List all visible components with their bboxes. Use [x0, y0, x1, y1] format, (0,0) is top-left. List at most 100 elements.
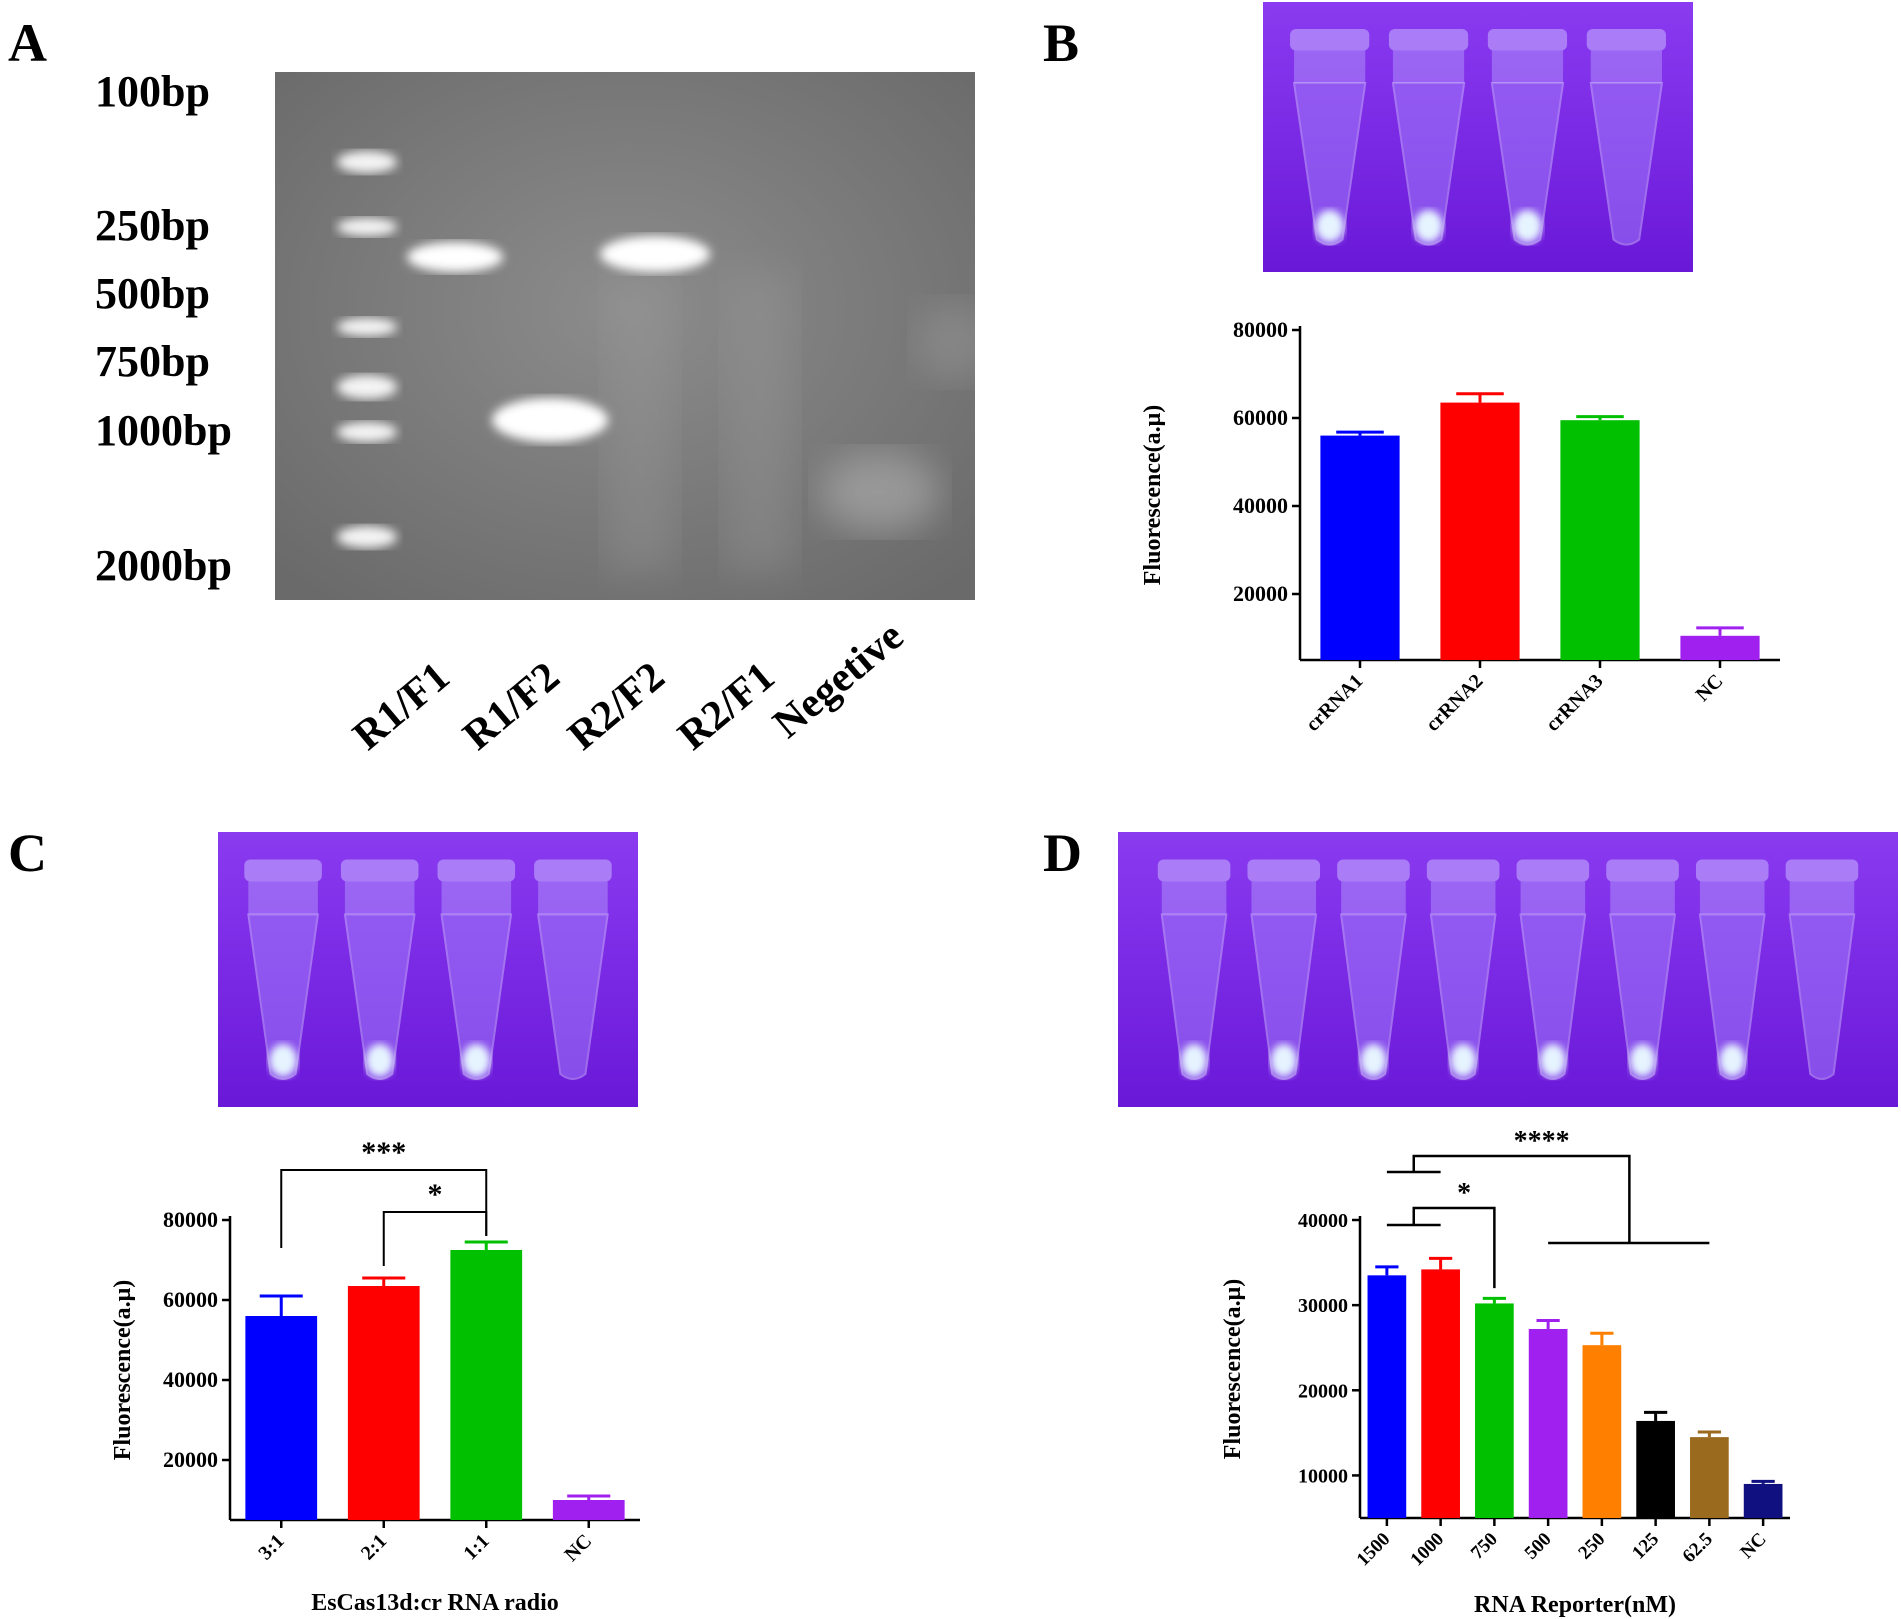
significance-label: ****: [1514, 1130, 1570, 1157]
uv-tubes-photo-c: [218, 832, 638, 1107]
significance-bracket: [1386, 1206, 1496, 1289]
sample-band: [600, 236, 710, 272]
bar: [1582, 1345, 1622, 1518]
ladder-band: [337, 218, 397, 236]
x-tick-label: 3:1: [254, 1530, 288, 1564]
y-tick-label: 10000: [1298, 1465, 1348, 1487]
x-tick-label: crRNA2: [1422, 670, 1488, 736]
y-tick-label: 80000: [163, 1207, 218, 1232]
tube: [437, 859, 516, 1080]
x-tick-label: 1:1: [459, 1530, 493, 1564]
lane-label: R1/F1: [344, 653, 459, 760]
sample-band: [492, 398, 608, 442]
uv-tubes-photo-b: [1263, 2, 1693, 272]
uv-tubes-photo-d: [1118, 832, 1898, 1107]
tube: [1586, 29, 1666, 246]
ladder-label: 250bp: [95, 201, 210, 250]
ladder-band: [337, 318, 397, 336]
x-axis-label: EsCas13d:cr RNA radio: [311, 1590, 559, 1616]
tube: [1695, 859, 1769, 1080]
lane-label: Negetive: [764, 613, 913, 748]
x-tick-label: 62.5: [1679, 1529, 1717, 1567]
bar: [1421, 1269, 1460, 1518]
bar: [1636, 1420, 1675, 1518]
x-tick-label: 750: [1467, 1529, 1502, 1564]
tube: [1606, 859, 1679, 1080]
tube: [1516, 859, 1590, 1080]
y-tick-label: 30000: [1298, 1295, 1348, 1317]
y-tick-label: 80000: [1233, 317, 1288, 342]
significance-label: *: [428, 1178, 443, 1211]
tube: [1290, 29, 1370, 246]
bar: [1743, 1483, 1783, 1518]
ladder-label: 100bp: [95, 67, 210, 116]
bar: [347, 1286, 420, 1520]
y-tick-label: 60000: [163, 1287, 218, 1312]
lane-label: R2/F2: [559, 653, 674, 760]
significance-bracket: [1386, 1154, 1710, 1245]
tube: [534, 859, 612, 1080]
x-tick-label: 2:1: [357, 1530, 391, 1564]
x-tick-label: 500: [1521, 1529, 1556, 1564]
significance-bracket: [280, 1169, 488, 1248]
x-tick-label: 250: [1574, 1529, 1609, 1564]
panel-label-a: A: [8, 13, 47, 73]
ladder-label: 2000bp: [95, 541, 232, 590]
ladder-band: [337, 375, 397, 399]
bar: [1690, 1437, 1729, 1518]
lane-label: R1/F2: [454, 653, 569, 760]
y-tick-label: 40000: [163, 1367, 218, 1392]
y-axis-label: Fluorescence(a.μ): [1140, 405, 1166, 585]
bar: [1528, 1328, 1568, 1518]
x-tick-label: 1500: [1353, 1529, 1395, 1571]
x-tick-label: NC: [560, 1530, 596, 1566]
x-tick-label: 1000: [1406, 1529, 1448, 1571]
panel-label-d: D: [1043, 823, 1082, 883]
x-tick-label: NC: [1692, 670, 1728, 706]
tube: [1247, 859, 1321, 1080]
tube: [244, 859, 322, 1080]
y-tick-label: 60000: [1233, 405, 1288, 430]
x-tick-label: crRNA1: [1302, 670, 1368, 736]
significance-label: *: [1457, 1178, 1471, 1209]
y-tick-label: 20000: [163, 1447, 218, 1472]
bar: [450, 1250, 523, 1520]
x-tick-label: crRNA3: [1542, 670, 1608, 736]
gel-image: [275, 72, 975, 600]
tube: [1785, 859, 1859, 1080]
y-axis-label: Fluorescence(a.μ): [1220, 1279, 1246, 1459]
ladder-band: [337, 422, 397, 442]
bar-chart-c: 20000 40000 60000 80000 Fluorescence(a.μ) 3:1…: [110, 1136, 640, 1616]
sample-band: [407, 242, 503, 272]
y-tick-label: 20000: [1298, 1380, 1348, 1402]
bar: [1320, 435, 1400, 660]
y-tick-label: 40000: [1298, 1210, 1348, 1232]
tube: [1487, 29, 1568, 246]
ladder-label: 750bp: [95, 337, 210, 386]
ladder-band: [337, 526, 397, 548]
bar: [1560, 420, 1640, 660]
y-axis-label: Fluorescence(a.μ): [110, 1280, 136, 1460]
bar: [1440, 402, 1520, 660]
tube: [1426, 859, 1500, 1080]
panel-label-c: C: [8, 823, 47, 883]
tube: [1388, 29, 1469, 246]
bar: [552, 1500, 625, 1520]
bar-chart-b: 20000 40000 60000 80000 Fluorescence(a.μ) crR…: [1140, 317, 1780, 736]
tube: [1157, 859, 1231, 1080]
x-tick-label: NC: [1736, 1529, 1770, 1563]
bar: [1680, 635, 1760, 660]
bar: [1367, 1275, 1407, 1518]
x-tick-label: 125: [1628, 1529, 1663, 1564]
significance-label: ***: [361, 1136, 406, 1169]
y-tick-label: 40000: [1233, 493, 1288, 518]
ladder-band: [337, 151, 397, 173]
tube: [1337, 859, 1410, 1080]
x-axis-label: RNA Reporter(nM): [1474, 1592, 1676, 1618]
ladder-label: 500bp: [95, 269, 210, 318]
panel-label-b: B: [1043, 13, 1080, 73]
bar-chart-d: 10000 20000 30000 40000 Fluorescence(a.μ) 150…: [1220, 1130, 1790, 1618]
tube: [340, 859, 419, 1080]
bar: [245, 1316, 318, 1520]
significance-bracket: [382, 1211, 488, 1266]
